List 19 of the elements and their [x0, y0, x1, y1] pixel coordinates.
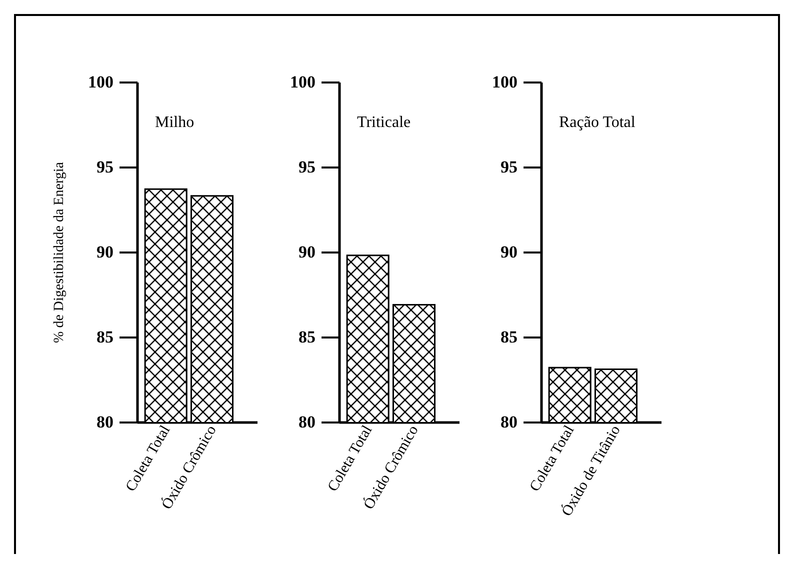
y-tick-label: 85: [298, 328, 316, 346]
y-tick-label: 95: [500, 158, 518, 176]
text: Triticale: [357, 114, 411, 131]
y-tick-label: 100: [88, 72, 114, 92]
y-tick-label: 80: [500, 412, 518, 432]
y-tick-label: 95: [298, 158, 316, 176]
y-tick-label: 100: [492, 72, 518, 92]
y-tick-label: 100: [290, 72, 316, 92]
y-tick-label: 90: [500, 242, 518, 262]
y-tick-label: 90: [298, 242, 316, 262]
y-tick-label: 90: [96, 242, 114, 262]
y-tick-label: 85: [500, 328, 518, 346]
y-axis-title: % de Digestibilidade da Energia: [52, 161, 67, 343]
y-tick-label: 80: [298, 412, 316, 432]
y-tick-label: 95: [96, 158, 114, 176]
y-tick-label: 85: [96, 328, 114, 346]
y-tick-label: 80: [96, 412, 114, 432]
text: Milho: [155, 114, 194, 131]
text: Ração Total: [559, 114, 636, 131]
